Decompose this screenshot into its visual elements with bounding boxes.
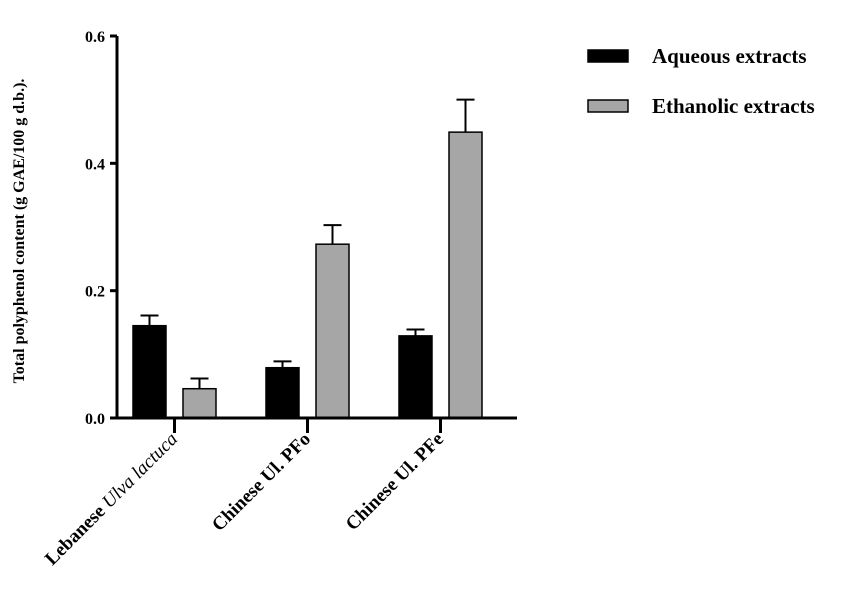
bar-ethanolic-0	[182, 387, 217, 419]
x-tick-label: Chinese Ul. PFo	[208, 429, 315, 536]
y-tick-label: 0.6	[85, 29, 105, 46]
bar-ethanolic-1	[315, 243, 350, 419]
y-tick-label: 0.2	[85, 284, 105, 301]
legend-swatch-aqueous	[587, 49, 629, 63]
y-tick-label: 0.0	[85, 411, 105, 428]
x-tick-label: Chinese Ul. PFe	[342, 429, 448, 535]
legend-label-aqueous: Aqueous extracts	[652, 44, 807, 68]
legend: Aqueous extracts Ethanolic extracts	[587, 44, 815, 118]
x-tick-label: Lebanese Ulva lactuca	[41, 429, 182, 570]
legend-label-ethanolic: Ethanolic extracts	[652, 94, 815, 118]
bar-aqueous-2	[398, 335, 433, 419]
bar-aqueous-0	[132, 324, 167, 419]
legend-swatch-ethanolic	[587, 99, 629, 113]
x-tick-label-text: Lebanese	[41, 501, 110, 570]
x-tick-label-text: Chinese Ul. PFe	[342, 429, 448, 535]
y-axis-title: Total polyphenol content (g GAE/100 g d.…	[11, 79, 28, 384]
x-tick-label-text: Chinese Ul. PFo	[208, 429, 315, 536]
x-tick-label-italic-text: Ulva lactuca	[95, 429, 182, 516]
y-tick-label: 0.4	[85, 156, 105, 173]
bar-aqueous-1	[265, 366, 300, 419]
bar-ethanolic-2	[448, 131, 483, 419]
